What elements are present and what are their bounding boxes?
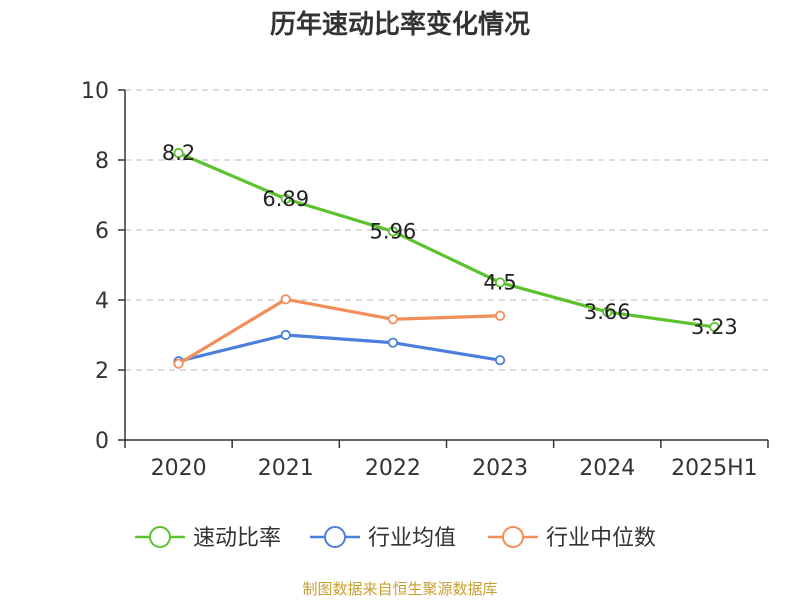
data-point [494,310,506,321]
legend-marker [502,526,524,548]
data-point [494,277,506,288]
data-labels: 8.2 6.89 5.96 4.5 3.66 3.23 [162,141,738,339]
data-label: 6.89 [262,187,309,211]
data-point [387,226,399,237]
y-tick-label: 4 [95,289,109,314]
data-point [280,294,291,305]
series-line [177,297,501,366]
y-tick-label: 2 [95,359,109,384]
data-point [709,321,720,333]
data-label: 3.66 [584,300,631,324]
x-tick-label: 2022 [365,456,421,481]
series-lines [173,147,720,369]
legend-marker [324,526,346,548]
chart-title: 历年速动比率变化情况 [269,10,530,40]
data-point [173,358,184,369]
x-tick-label: 2024 [579,456,635,481]
x-tick-label: 2021 [258,456,314,481]
legend-label: 行业均值 [368,526,456,551]
axes: 0 2 4 6 8 10 2020 2021 2022 2023 2024 2025H1 [81,79,769,481]
legend-marker [149,526,171,548]
data-point [387,337,399,348]
data-point [494,355,506,366]
legend: 速动比率 行业均值 行业中位数 [135,526,656,551]
data-label: 3.23 [691,315,738,339]
data-point [387,314,399,325]
data-point [602,306,613,317]
grid-lines [125,89,768,371]
x-tick-label: 2023 [472,456,528,481]
data-label: 8.2 [162,141,195,165]
legend-label: 行业中位数 [546,526,656,551]
data-point [280,193,291,204]
y-tick-label: 6 [95,219,109,244]
data-label: 5.96 [370,219,417,243]
source-note: 制图数据来自恒生聚源数据库 [302,580,498,598]
series-line [177,151,715,329]
data-label: 4.5 [483,271,516,295]
data-point [280,329,291,341]
y-tick-label: 8 [95,149,109,174]
legend-label: 速动比率 [193,526,281,551]
data-point [173,147,184,159]
x-tick-label: 2020 [151,456,207,481]
y-tick-label: 10 [81,79,109,104]
x-tick-label: 2025H1 [671,456,758,481]
y-tick-label: 0 [95,429,109,454]
series-line [178,333,501,363]
